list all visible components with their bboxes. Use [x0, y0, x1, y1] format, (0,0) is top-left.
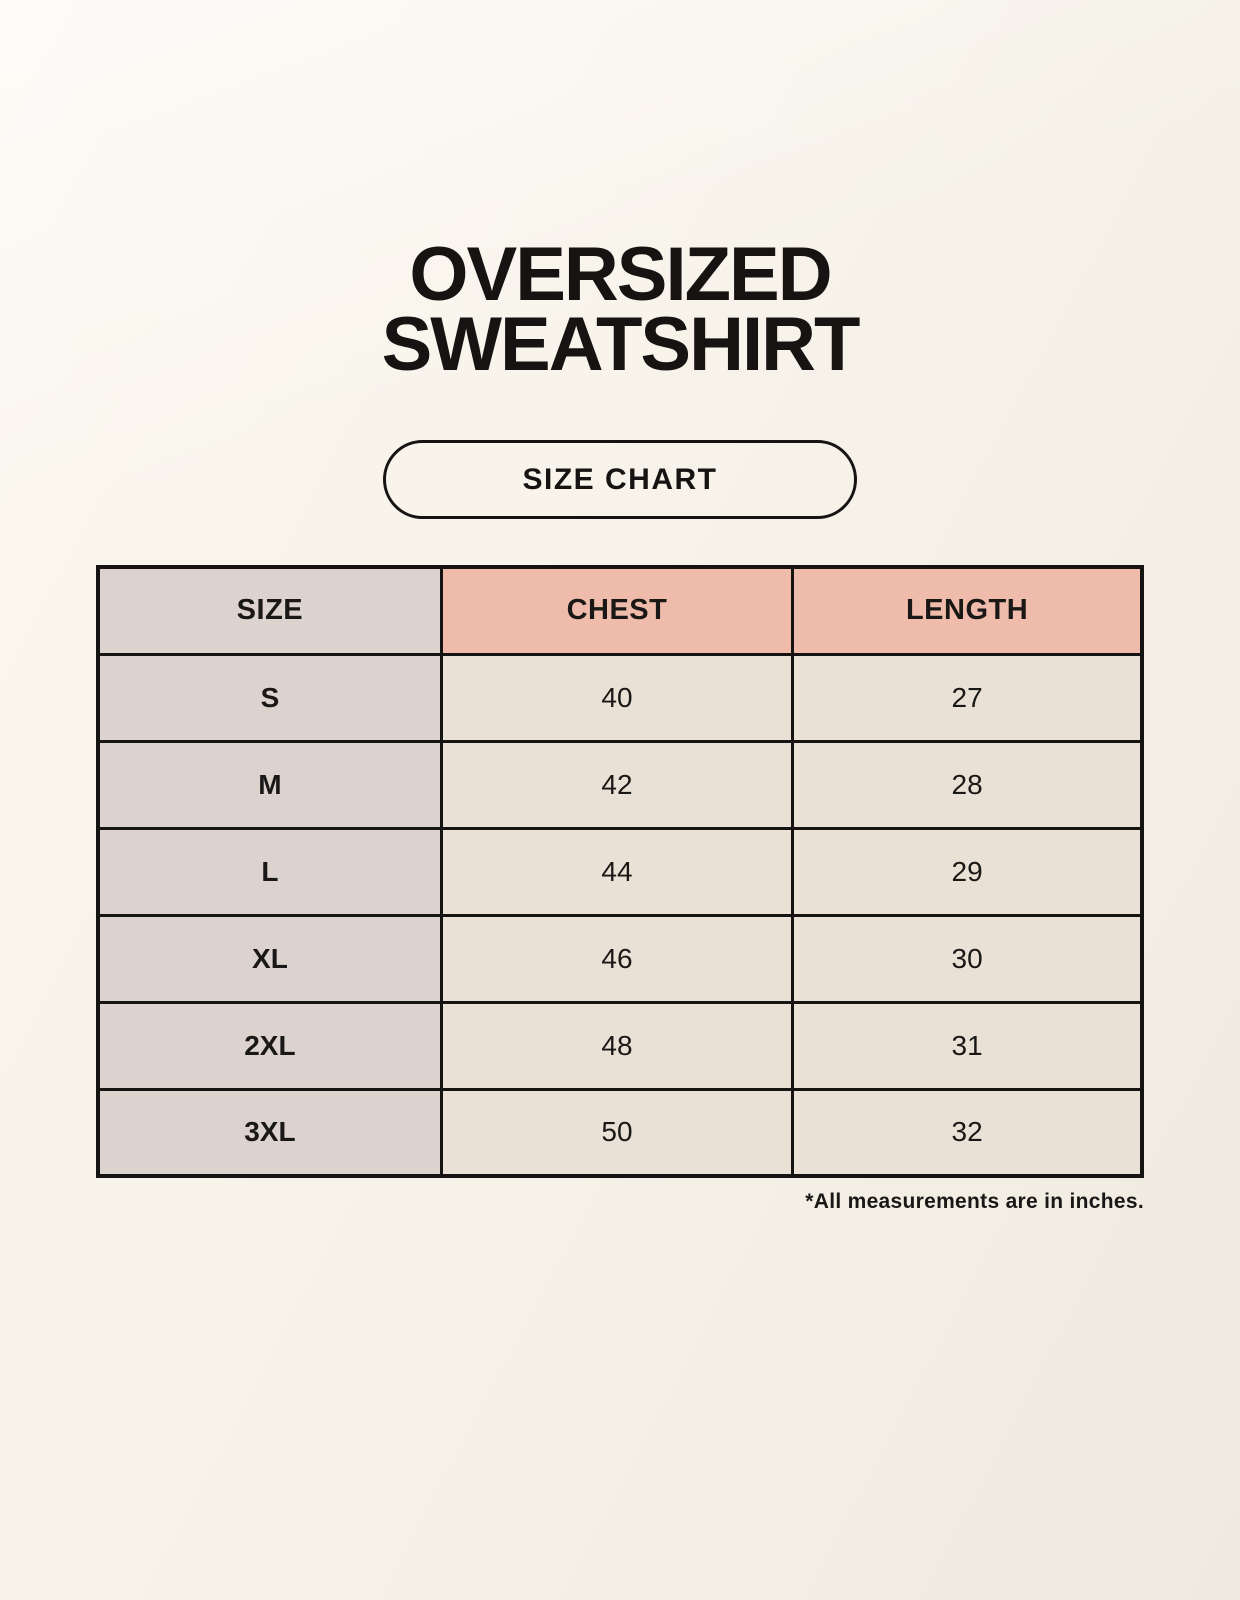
chest-value: 40 [439, 652, 795, 743]
size-label: S [96, 652, 443, 743]
table-row: M 42 28 [96, 739, 1144, 830]
page-title-line1: OVERSIZED [409, 232, 832, 317]
column-header-length: LENGTH [791, 565, 1144, 656]
size-label: M [96, 739, 443, 830]
size-chart-table-container: SIZE CHEST LENGTH S 40 27 M 42 28 L [96, 565, 1144, 1178]
size-label: 3XL [96, 1087, 443, 1178]
table-header-row: SIZE CHEST LENGTH [96, 565, 1144, 656]
table-row: 3XL 50 32 [96, 1087, 1144, 1178]
table-row: S 40 27 [96, 652, 1144, 743]
table-row: XL 46 30 [96, 913, 1144, 1004]
chest-value: 46 [439, 913, 795, 1004]
length-value: 32 [791, 1087, 1144, 1178]
size-label: 2XL [96, 1000, 443, 1091]
chest-value: 50 [439, 1087, 795, 1178]
chest-value: 48 [439, 1000, 795, 1091]
size-label: L [96, 826, 443, 917]
length-value: 27 [791, 652, 1144, 743]
column-header-chest: CHEST [439, 565, 795, 656]
page-title-line2: SWEATSHIRT [381, 302, 861, 387]
column-header-size: SIZE [96, 565, 443, 656]
measurements-footnote: *All measurements are in inches. [805, 1190, 1144, 1213]
chest-value: 42 [439, 739, 795, 830]
size-label: XL [96, 913, 443, 1004]
page-title: OVERSIZED SWEATSHIRT [0, 0, 1240, 383]
size-chart-button[interactable]: SIZE CHART [383, 440, 857, 519]
size-chart-table: SIZE CHEST LENGTH S 40 27 M 42 28 L [96, 565, 1144, 1178]
length-value: 28 [791, 739, 1144, 830]
length-value: 30 [791, 913, 1144, 1004]
length-value: 29 [791, 826, 1144, 917]
chest-value: 44 [439, 826, 795, 917]
table-row: 2XL 48 31 [96, 1000, 1144, 1091]
length-value: 31 [791, 1000, 1144, 1091]
table-row: L 44 29 [96, 826, 1144, 917]
